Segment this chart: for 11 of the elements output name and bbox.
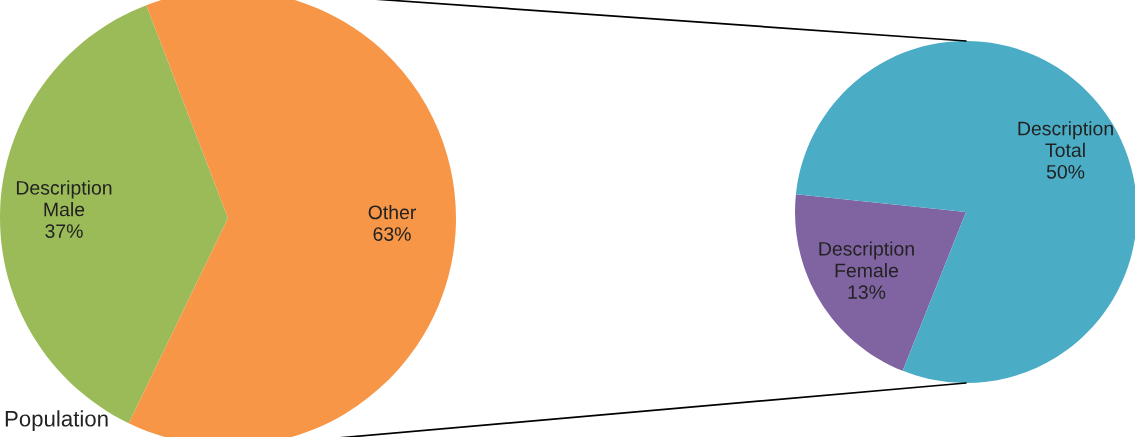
data-label: 50% <box>1046 164 1085 179</box>
data-label: 13% <box>848 285 886 300</box>
pie-slice <box>795 41 1135 383</box>
data-label: 37% <box>45 224 83 238</box>
text: Population <box>5 410 108 431</box>
slice-label: Description Total <box>1018 121 1113 158</box>
pie-slice <box>795 194 966 371</box>
data-label: 63% <box>373 227 411 241</box>
slice-label: Other <box>368 204 417 220</box>
slice-label: Description Female <box>819 241 914 278</box>
slice-label: Description Male <box>16 180 112 217</box>
